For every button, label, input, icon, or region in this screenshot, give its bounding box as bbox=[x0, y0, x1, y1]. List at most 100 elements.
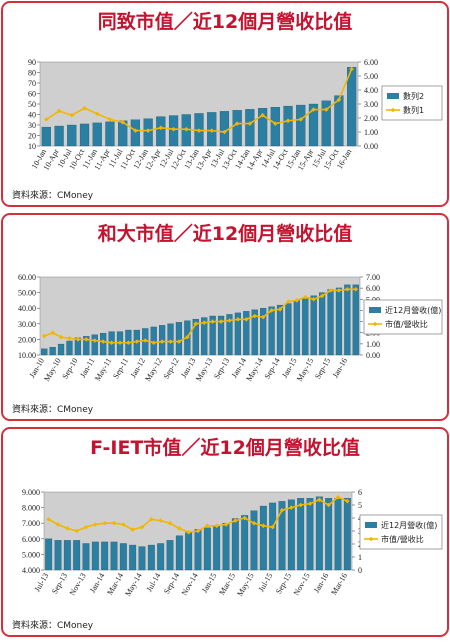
point bbox=[307, 501, 313, 506]
point bbox=[269, 308, 274, 313]
chart-title: 同致市值／近12個月營收比值 bbox=[98, 10, 352, 33]
x-tick-label: Jan-16 bbox=[331, 357, 349, 380]
point bbox=[41, 333, 47, 339]
legend-label: 市值/營收比 bbox=[385, 319, 428, 329]
bar bbox=[241, 515, 249, 571]
bar bbox=[101, 541, 109, 571]
y2-tick-label: 0.00 bbox=[364, 142, 378, 151]
point bbox=[326, 502, 331, 508]
legend-label: 數列1 bbox=[403, 105, 424, 115]
x-tick-label: Jan-15 bbox=[200, 572, 218, 595]
bar bbox=[226, 314, 233, 356]
legend-swatch bbox=[369, 307, 381, 313]
bar bbox=[259, 505, 267, 571]
y-tick-label: 60.00 bbox=[18, 273, 36, 282]
bar bbox=[251, 309, 258, 356]
y2-tick-label: 1.00 bbox=[364, 128, 378, 137]
point bbox=[176, 339, 182, 344]
x-tick-label: Nov-13 bbox=[68, 572, 88, 598]
bar bbox=[245, 109, 255, 147]
bar bbox=[232, 110, 242, 147]
bar bbox=[306, 498, 314, 571]
point bbox=[345, 498, 350, 504]
legend-label: 近12月營收(億) bbox=[381, 520, 437, 530]
y2-tick-label: 6.00 bbox=[366, 284, 380, 293]
bar bbox=[203, 527, 211, 571]
y2-tick-label: 6.00 bbox=[364, 58, 378, 67]
bar bbox=[278, 501, 286, 571]
legend-swatch bbox=[387, 93, 399, 99]
y2-tick-label: 4.00 bbox=[364, 86, 378, 95]
bar bbox=[185, 532, 193, 571]
chart-title: 和大市值／近12個月營收比值 bbox=[98, 222, 352, 245]
x-tick-label: Mar-16 bbox=[329, 572, 349, 597]
bar bbox=[66, 340, 73, 356]
x-tick-label: Sep-14 bbox=[162, 572, 181, 596]
x-tick-label: May-12 bbox=[143, 357, 163, 383]
y-tick-label: 4.000 bbox=[22, 566, 40, 575]
bar bbox=[105, 121, 115, 147]
bar bbox=[41, 126, 51, 147]
point bbox=[168, 339, 173, 344]
x-tick-label: Nov-15 bbox=[292, 572, 312, 598]
bar bbox=[270, 107, 280, 147]
bar bbox=[217, 315, 225, 356]
y-tick-label: 9.000 bbox=[22, 488, 40, 497]
point bbox=[298, 502, 303, 508]
point bbox=[193, 321, 199, 327]
bar bbox=[297, 498, 305, 571]
bar bbox=[192, 318, 199, 356]
legend bbox=[381, 85, 443, 121]
x-tick-label: May-13 bbox=[194, 357, 214, 383]
bar bbox=[156, 116, 166, 147]
point bbox=[270, 524, 275, 530]
x-tick-label: Sep-14 bbox=[263, 357, 282, 381]
y-tick-label: 40 bbox=[28, 111, 36, 120]
bar bbox=[287, 499, 295, 571]
source: 資料來源：CMoney bbox=[12, 619, 94, 631]
point bbox=[279, 507, 285, 513]
bar bbox=[138, 546, 146, 571]
x-tick-label: May-11 bbox=[93, 357, 113, 383]
bar bbox=[308, 103, 319, 147]
bar bbox=[268, 306, 275, 356]
bar bbox=[49, 347, 56, 356]
bar bbox=[201, 317, 208, 356]
panel bbox=[1, 213, 449, 421]
bar bbox=[257, 108, 268, 147]
bar bbox=[209, 315, 216, 356]
y2-tick-label: 3.00 bbox=[364, 100, 378, 109]
x-tick-label: May-10 bbox=[42, 357, 62, 383]
bar bbox=[175, 535, 183, 571]
bar bbox=[334, 498, 342, 571]
point bbox=[319, 293, 325, 299]
point bbox=[289, 505, 294, 510]
legend-swatch bbox=[365, 522, 377, 528]
bar bbox=[130, 119, 141, 147]
source: 資料來源：CMoney bbox=[12, 189, 94, 201]
y-tick-label: 10.00 bbox=[18, 351, 36, 360]
bar bbox=[92, 122, 102, 147]
x-tick-label: Sep-12 bbox=[162, 357, 181, 381]
point bbox=[286, 299, 291, 304]
bar bbox=[119, 543, 127, 571]
bar bbox=[352, 284, 359, 356]
bar bbox=[334, 95, 344, 147]
y-tick-label: 8.000 bbox=[22, 504, 40, 513]
x-tick-label: Sep-11 bbox=[111, 357, 130, 381]
bar bbox=[166, 540, 174, 571]
source: 資料來源：CMoney bbox=[12, 403, 94, 415]
point bbox=[328, 288, 333, 293]
y2-tick-label: 0.00 bbox=[366, 351, 380, 360]
x-tick-label: Jan-16 bbox=[312, 572, 330, 595]
bar bbox=[110, 541, 118, 571]
x-tick-label: May-15 bbox=[235, 572, 255, 598]
bar bbox=[91, 334, 98, 356]
point bbox=[244, 317, 249, 322]
point bbox=[345, 286, 350, 292]
y2-tick-label: 2.00 bbox=[364, 114, 378, 123]
x-tick-label: Sep-13 bbox=[212, 357, 231, 381]
bar bbox=[219, 111, 230, 147]
point bbox=[311, 297, 316, 302]
point bbox=[260, 314, 266, 320]
